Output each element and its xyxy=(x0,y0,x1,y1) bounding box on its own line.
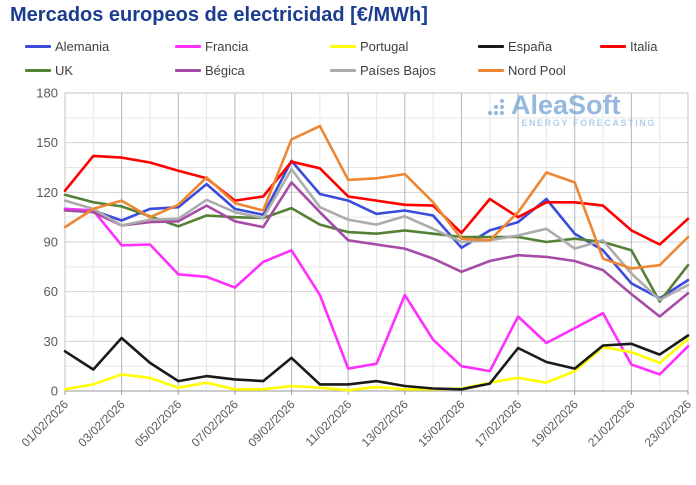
series-line-pa-ses-bajos xyxy=(63,167,690,302)
series-line-francia xyxy=(63,207,690,376)
legend-item-italia: Italia xyxy=(600,38,657,54)
legend-label: Portugal xyxy=(360,38,409,54)
legend-color-marker xyxy=(478,68,504,72)
x-tick-label: 03/02/2026 xyxy=(75,397,128,450)
legend-item-uk: UK xyxy=(25,62,73,78)
x-tick-label: 13/02/2026 xyxy=(359,397,412,450)
series-line-espa-a xyxy=(63,334,690,391)
y-tick-label: 120 xyxy=(36,185,58,200)
legend-label: Alemania xyxy=(55,38,110,54)
x-tick-label: 17/02/2026 xyxy=(472,397,525,450)
y-tick-label: 180 xyxy=(36,86,58,101)
x-tick-label: 07/02/2026 xyxy=(189,397,242,450)
legend-color-marker xyxy=(600,44,626,48)
y-axis-labels: 0 30 60 90 120 150 180 xyxy=(36,86,58,399)
legend-color-marker xyxy=(25,44,51,48)
legend-color-marker xyxy=(478,44,504,48)
y-tick-label: 60 xyxy=(44,284,58,299)
legend-label: España xyxy=(508,38,553,54)
y-tick-label: 30 xyxy=(44,334,58,349)
legend-item-portugal: Portugal xyxy=(330,38,408,54)
x-tick-label: 21/02/2026 xyxy=(585,397,638,450)
y-tick-label: 90 xyxy=(44,235,58,250)
x-tick-label: 09/02/2026 xyxy=(245,397,298,450)
x-tick-label: 19/02/2026 xyxy=(528,397,581,450)
legend-label: UK xyxy=(55,62,74,78)
legend-label: Italia xyxy=(630,38,658,54)
legend-color-marker xyxy=(175,44,201,48)
legend-item-alemania: Alemania xyxy=(25,38,109,54)
series-line-nord-pool xyxy=(63,124,690,270)
x-tick-label: 23/02/2026 xyxy=(642,397,695,450)
x-axis-labels: 01/02/2026 03/02/2026 05/02/2026 07/02/2026… xyxy=(19,397,695,450)
series-line-italia xyxy=(63,154,690,246)
legend-label: Bégica xyxy=(205,62,245,78)
legend-label: Países Bajos xyxy=(360,62,436,78)
x-tick-label: 05/02/2026 xyxy=(132,397,185,450)
legend-color-marker xyxy=(330,44,356,48)
legend-color-marker xyxy=(175,68,201,72)
page-title: Mercados europeos de electricidad [€/MWh… xyxy=(10,4,428,26)
x-tick-label: 15/02/2026 xyxy=(415,397,468,450)
series-line-b-gica xyxy=(63,181,690,318)
series-line-portugal xyxy=(63,337,690,392)
legend-label: Francia xyxy=(205,38,249,54)
y-tick-label: 0 xyxy=(51,384,58,399)
legend-color-marker xyxy=(330,68,356,72)
x-tick-label: 01/02/2026 xyxy=(19,397,72,450)
x-tick-label: 11/02/2026 xyxy=(303,397,355,449)
legend-label: Nord Pool xyxy=(508,62,566,78)
legend-item-francia: Francia xyxy=(175,38,248,54)
legend-item-b-gica: Bégica xyxy=(175,62,245,78)
legend-item-pa-ses-bajos: Países Bajos xyxy=(330,62,436,78)
y-tick-label: 150 xyxy=(36,135,58,150)
legend-color-marker xyxy=(25,68,51,72)
legend-item-nord-pool: Nord Pool xyxy=(478,62,566,78)
legend-item-espa-a: España xyxy=(478,38,552,54)
series-line-uk xyxy=(63,193,690,303)
